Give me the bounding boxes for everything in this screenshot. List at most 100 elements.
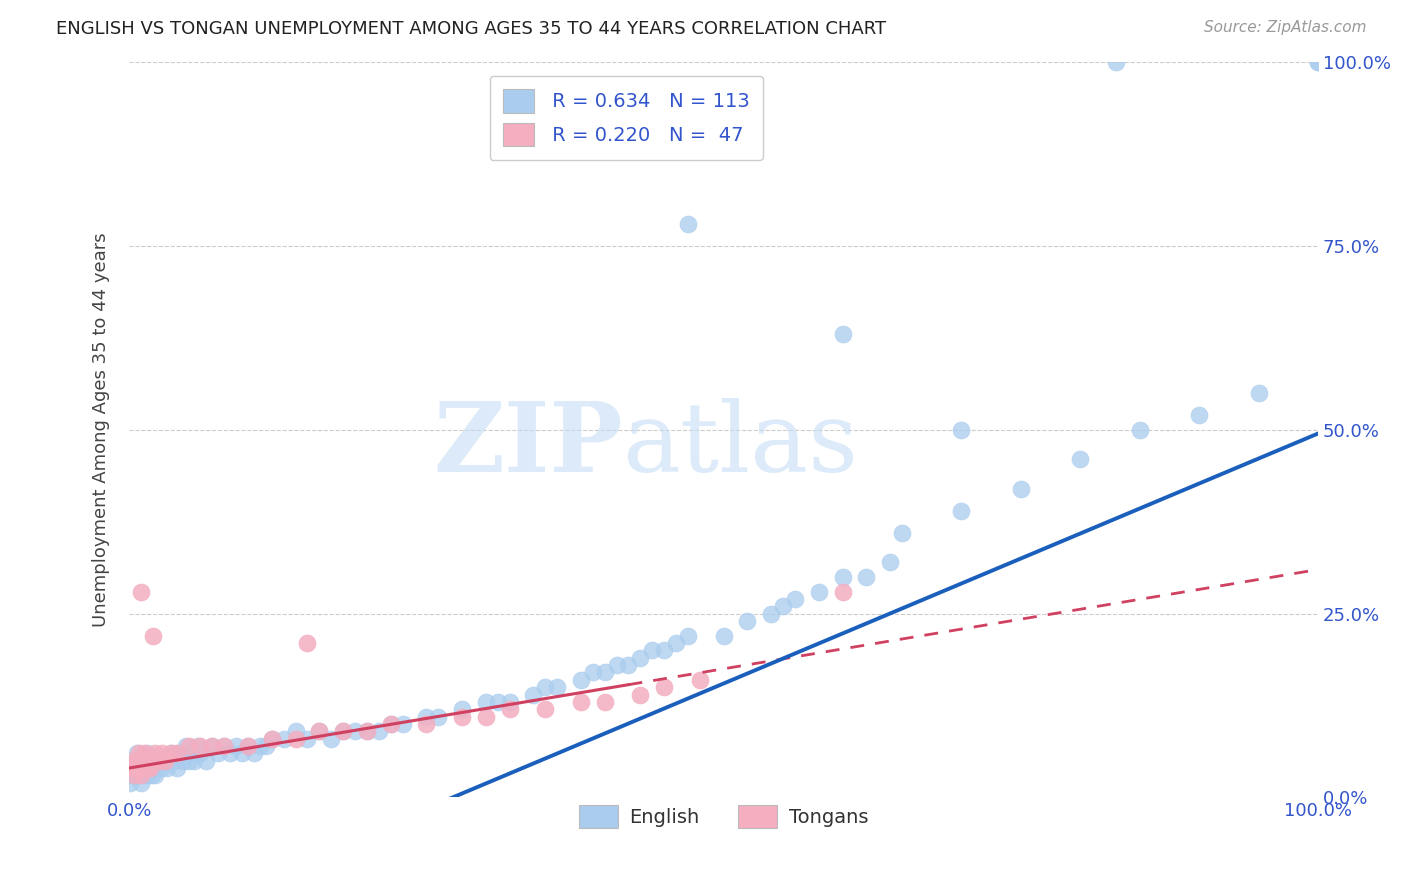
Point (128, 768, 150, 782)
Point (593, 665, 616, 680)
Point (135, 768, 157, 782)
Point (367, 724, 389, 739)
Point (415, 717, 437, 731)
Point (156, 761, 179, 775)
Point (308, 724, 330, 739)
Point (150, 761, 173, 775)
Point (201, 739, 224, 753)
Point (356, 724, 378, 739)
Point (783, 591, 806, 606)
Point (124, 768, 146, 782)
Point (831, 570, 853, 584)
Point (142, 629, 165, 643)
Point (128, 747, 150, 761)
Point (628, 650, 651, 665)
Point (129, 584, 152, 599)
Point (153, 754, 176, 768)
Point (332, 724, 354, 739)
Point (534, 680, 557, 694)
Point (260, 731, 283, 746)
Point (122, 761, 145, 775)
Point (1105, 55, 1128, 70)
Point (284, 724, 307, 739)
Point (569, 695, 592, 709)
Point (321, 731, 343, 746)
Point (1308, 55, 1330, 70)
Point (122, 768, 145, 782)
Point (831, 327, 853, 342)
Point (713, 629, 735, 643)
Point (167, 747, 190, 761)
Point (120, 761, 142, 775)
Point (143, 768, 166, 782)
Point (380, 717, 402, 731)
Point (166, 747, 188, 761)
Point (125, 761, 148, 775)
Point (135, 747, 157, 761)
Point (236, 739, 259, 753)
Point (128, 754, 150, 768)
Point (950, 504, 973, 518)
Point (652, 680, 675, 694)
Point (569, 673, 592, 687)
Point (415, 709, 437, 723)
Legend: English, Tongans: English, Tongans (571, 797, 876, 836)
Point (139, 761, 162, 775)
Point (138, 754, 160, 768)
Point (120, 776, 142, 790)
Point (427, 709, 450, 723)
Point (177, 754, 200, 768)
Point (121, 754, 143, 768)
Point (665, 636, 688, 650)
Point (159, 747, 181, 761)
Point (617, 658, 640, 673)
Point (254, 739, 277, 753)
Point (143, 747, 166, 761)
Point (124, 754, 146, 768)
Point (1188, 408, 1211, 422)
Point (142, 754, 165, 768)
Point (807, 584, 830, 599)
Point (129, 768, 152, 782)
Point (131, 754, 153, 768)
Point (134, 747, 156, 761)
Point (131, 768, 153, 782)
Point (187, 739, 209, 753)
Point (177, 739, 200, 753)
Point (606, 658, 628, 673)
Point (260, 731, 283, 746)
Point (356, 724, 378, 739)
Point (391, 717, 413, 731)
Point (689, 673, 711, 687)
Point (641, 643, 664, 657)
Point (148, 754, 170, 768)
Text: atlas: atlas (623, 398, 859, 491)
Point (136, 768, 159, 782)
Point (225, 739, 247, 753)
Point (676, 629, 699, 643)
Point (676, 217, 699, 231)
Point (125, 754, 148, 768)
Point (120, 768, 142, 782)
Point (124, 761, 146, 775)
Point (652, 643, 675, 657)
Point (212, 739, 235, 753)
Point (141, 768, 163, 782)
Point (831, 584, 853, 599)
Point (127, 761, 149, 775)
Point (534, 702, 557, 716)
Point (195, 754, 218, 768)
Point (163, 754, 186, 768)
Text: ENGLISH VS TONGAN UNEMPLOYMENT AMONG AGES 35 TO 44 YEARS CORRELATION CHART: ENGLISH VS TONGAN UNEMPLOYMENT AMONG AGE… (56, 20, 886, 37)
Point (522, 688, 544, 702)
Point (855, 570, 877, 584)
Point (150, 747, 173, 761)
Point (134, 761, 156, 775)
Point (159, 747, 181, 761)
Point (380, 717, 402, 731)
Y-axis label: Unemployment Among Ages 35 to 44 years: Unemployment Among Ages 35 to 44 years (93, 233, 110, 627)
Point (546, 680, 568, 694)
Point (120, 761, 142, 775)
Text: ZIP: ZIP (433, 398, 623, 491)
Point (118, 768, 141, 782)
